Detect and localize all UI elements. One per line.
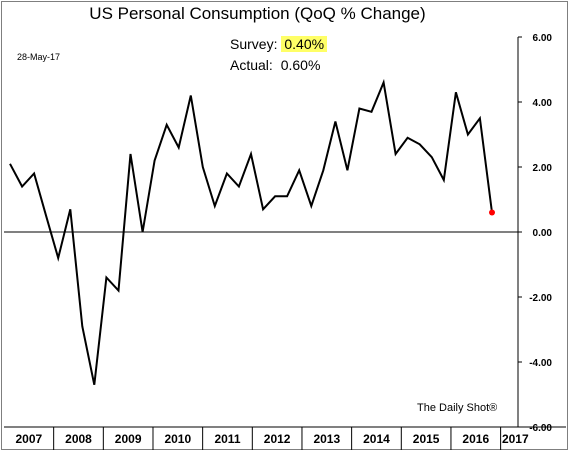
chart-title: US Personal Consumption (QoQ % Change) — [89, 4, 426, 23]
x-tick-label: 2012 — [264, 432, 291, 446]
y-tick-label: 4.00 — [533, 98, 553, 109]
x-tick-label: 2008 — [65, 432, 92, 446]
date-label: 28-May-17 — [17, 52, 61, 62]
survey-label: Survey: — [230, 36, 278, 52]
x-tick-label: 2007 — [15, 432, 42, 446]
survey-value: 0.40% — [281, 36, 328, 52]
y-tick-label: -6.00 — [529, 423, 552, 434]
axes: 6.00 4.00 2.00 0.00 -2.00 -4.00 -6.00 2007 2008 2… — [4, 33, 566, 450]
x-tick-label: 2013 — [313, 432, 340, 446]
x-tick-label: 2015 — [413, 432, 440, 446]
x-tick-label: 2011 — [214, 432, 240, 446]
x-tick-label: 2017 — [502, 432, 529, 446]
actual-label: Actual: — [230, 57, 273, 73]
y-tick-label: 2.00 — [533, 163, 553, 174]
plot-area — [9, 78, 495, 386]
x-tick-label: 2010 — [164, 432, 191, 446]
actual-annotation: Actual: 0.60% — [230, 57, 320, 73]
x-tick-label: 2009 — [115, 432, 142, 446]
y-tick-label: 6.00 — [533, 33, 553, 44]
x-tick-label: 2014 — [363, 432, 390, 446]
survey-annotation: Survey: 0.40% — [230, 36, 328, 52]
source-label: The Daily Shot® — [417, 402, 498, 414]
y-tick-label: -4.00 — [529, 358, 552, 369]
x-tick-label: 2016 — [462, 432, 489, 446]
y-tick-label: -2.00 — [529, 293, 552, 304]
y-tick-label: 0.00 — [533, 228, 553, 239]
last-data-point — [489, 209, 495, 216]
actual-value: 0.60% — [280, 57, 321, 73]
series-line — [9, 78, 493, 386]
